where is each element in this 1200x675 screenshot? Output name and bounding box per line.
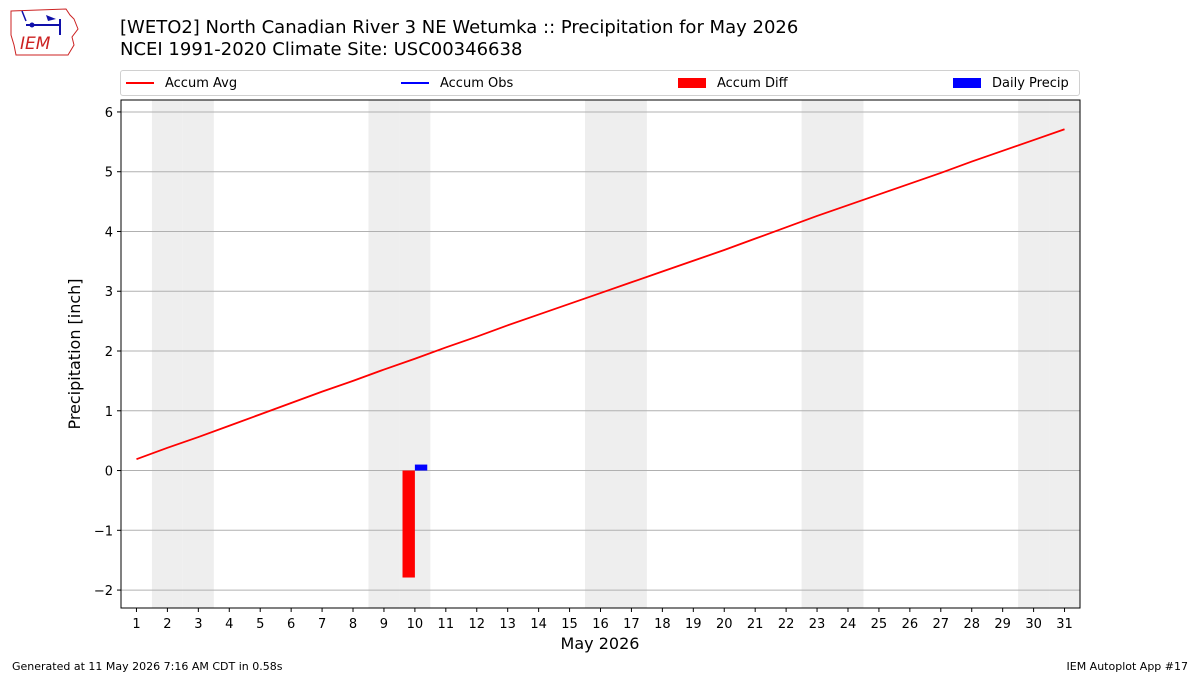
x-tick-label: 14 [530, 617, 547, 632]
x-tick-label: 31 [1056, 617, 1073, 632]
weekend-shade-day-24 [832, 100, 864, 608]
weekend-shade-day-16 [585, 100, 616, 608]
generated-timestamp: Generated at 11 May 2026 7:16 AM CDT in … [12, 660, 283, 673]
x-tick-label: 17 [623, 617, 640, 632]
x-tick-label: 18 [654, 617, 671, 632]
x-tick-label: 4 [225, 617, 233, 632]
x-tick-label: 13 [499, 617, 516, 632]
chart-subtitle: NCEI 1991-2020 Climate Site: USC00346638 [120, 39, 523, 60]
weekend-shade-day-23 [801, 100, 833, 608]
app-credit: IEM Autoplot App #17 [1066, 660, 1189, 673]
y-tick-label: −1 [94, 524, 113, 539]
bar-accum-diff-day-10 [402, 470, 415, 578]
legend-item-accum-obs: Accum Obs [401, 71, 513, 95]
x-tick-label: 21 [747, 617, 764, 632]
legend-swatch-accum-obs [401, 82, 429, 84]
x-tick-label: 7 [318, 617, 326, 632]
bar-daily-precip-day-10 [414, 464, 428, 471]
x-tick-label: 22 [778, 617, 795, 632]
legend-swatch-accum-avg [126, 82, 154, 84]
x-tick-label: 3 [194, 617, 202, 632]
chart-title: [WETO2] North Canadian River 3 NE Wetumk… [120, 17, 799, 38]
x-axis-label: May 2026 [561, 634, 640, 653]
x-tick-label: 30 [1025, 617, 1042, 632]
x-tick-label: 1 [132, 617, 140, 632]
x-tick-label: 24 [840, 617, 857, 632]
x-tick-label: 26 [902, 617, 919, 632]
legend-item-accum-diff: Accum Diff [678, 71, 788, 95]
x-tick-label: 16 [592, 617, 609, 632]
x-tick-label: 23 [809, 617, 826, 632]
y-tick-label: 6 [105, 106, 113, 121]
weekend-shade-day-31 [1049, 100, 1080, 608]
x-tick-label: 11 [438, 617, 455, 632]
weekend-shade-day-2 [151, 100, 183, 608]
y-tick-label: 1 [105, 405, 113, 420]
legend-swatch-accum-diff [678, 78, 706, 88]
weekend-shade-day-30 [1018, 100, 1050, 608]
x-tick-label: 5 [256, 617, 264, 632]
weekend-shade-day-3 [182, 100, 214, 608]
y-tick-label: −2 [94, 584, 113, 599]
y-tick-label: 5 [105, 166, 113, 181]
legend-label-accum-diff: Accum Diff [717, 75, 788, 91]
x-tick-label: 25 [871, 617, 888, 632]
x-tick-label: 19 [685, 617, 702, 632]
iem-logo-text: IEM [20, 34, 51, 54]
legend-item-daily-precip: Daily Precip [953, 71, 1069, 95]
x-tick-label: 20 [716, 617, 733, 632]
x-tick-label: 28 [963, 617, 980, 632]
x-tick-label: 15 [561, 617, 578, 632]
x-tick-label: 10 [407, 617, 424, 632]
y-tick-label: 3 [105, 285, 113, 300]
x-tick-label: 6 [287, 617, 295, 632]
chart-legend: Accum Avg Accum Obs Accum Diff Daily Pre… [120, 70, 1080, 96]
legend-label-accum-obs: Accum Obs [440, 75, 514, 91]
iem-logo: IEM [10, 8, 79, 56]
x-tick-label: 8 [349, 617, 357, 632]
x-tick-label: 29 [994, 617, 1011, 632]
weekend-shade-day-9 [368, 100, 400, 608]
y-tick-label: 4 [105, 225, 113, 240]
x-tick-label: 2 [163, 617, 171, 632]
legend-swatch-daily-precip [953, 78, 981, 88]
x-tick-label: 12 [468, 617, 485, 632]
weekend-shade-day-17 [615, 100, 647, 608]
legend-item-accum-avg: Accum Avg [126, 71, 237, 95]
x-tick-label: 9 [380, 617, 388, 632]
y-tick-label: 0 [105, 465, 113, 480]
x-tick-label: 27 [933, 617, 950, 632]
legend-label-accum-avg: Accum Avg [165, 75, 238, 91]
legend-label-daily-precip: Daily Precip [992, 75, 1069, 91]
y-tick-label: 2 [105, 345, 113, 360]
y-axis-label: Precipitation [inch] [65, 278, 84, 429]
